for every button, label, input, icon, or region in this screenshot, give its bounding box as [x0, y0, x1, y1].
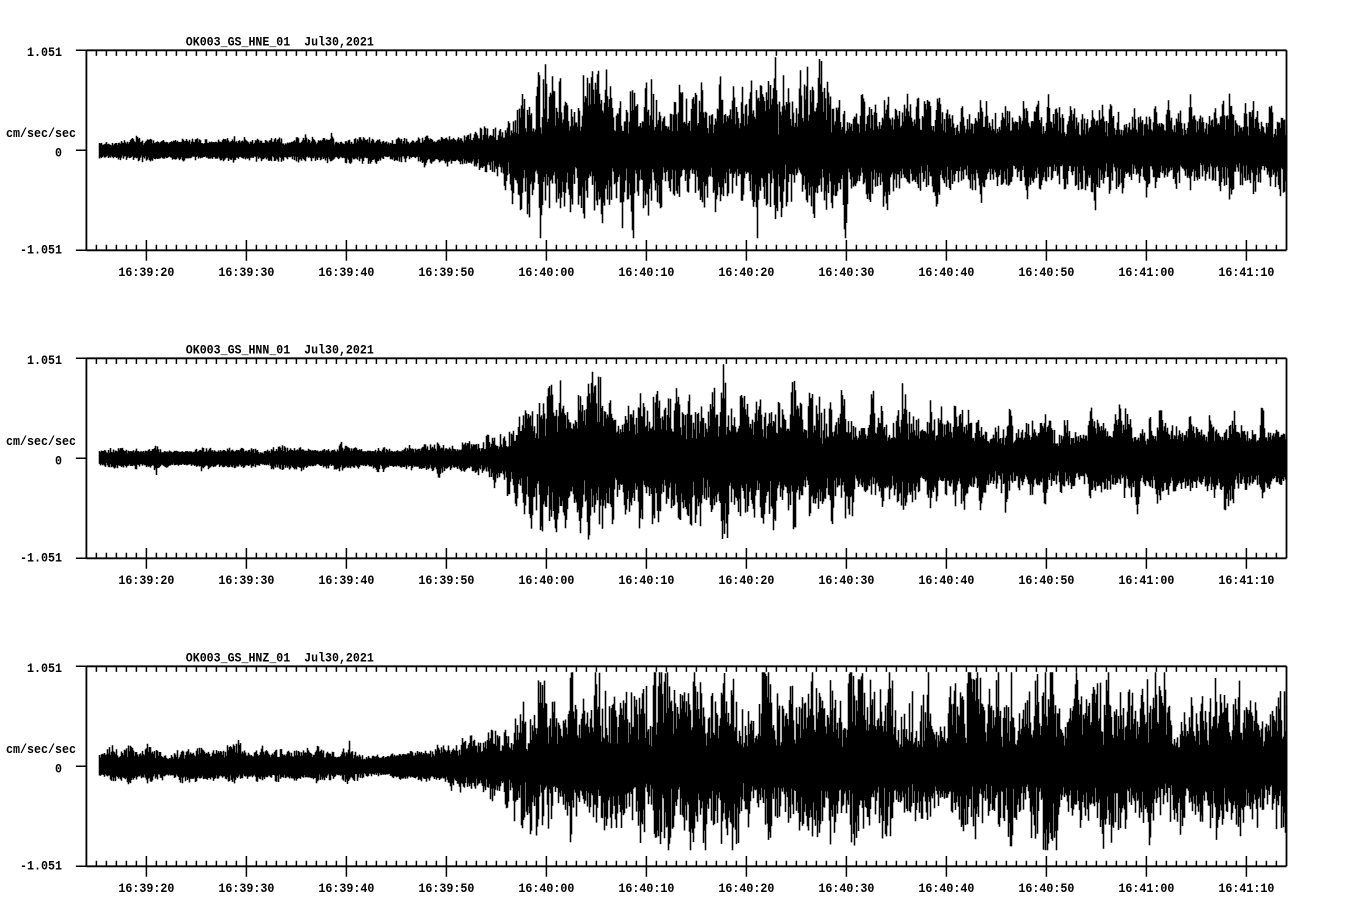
svg-text:OK003_GS_HNN_01 Jul30,2021: OK003_GS_HNN_01 Jul30,2021 [186, 343, 374, 358]
svg-text:cm/sec/sec: cm/sec/sec [6, 742, 76, 757]
svg-text:16:39:30: 16:39:30 [218, 881, 274, 896]
svg-text:1.051: 1.051 [27, 45, 62, 60]
svg-text:16:40:50: 16:40:50 [1018, 265, 1074, 280]
svg-text:16:40:10: 16:40:10 [618, 881, 674, 896]
svg-text:16:39:50: 16:39:50 [418, 881, 474, 896]
svg-text:16:40:30: 16:40:30 [818, 881, 874, 896]
svg-text:16:40:40: 16:40:40 [918, 573, 974, 588]
svg-text:16:39:20: 16:39:20 [118, 573, 174, 588]
svg-text:16:40:00: 16:40:00 [518, 881, 574, 896]
svg-text:16:39:20: 16:39:20 [118, 881, 174, 896]
svg-text:16:39:30: 16:39:30 [218, 573, 274, 588]
svg-text:1.051: 1.051 [27, 661, 62, 676]
svg-text:16:39:40: 16:39:40 [318, 573, 374, 588]
svg-text:16:41:10: 16:41:10 [1218, 881, 1274, 896]
svg-text:16:41:00: 16:41:00 [1118, 265, 1174, 280]
svg-text:16:41:10: 16:41:10 [1218, 265, 1274, 280]
svg-text:16:40:50: 16:40:50 [1018, 573, 1074, 588]
svg-text:16:39:30: 16:39:30 [218, 265, 274, 280]
svg-text:1.051: 1.051 [27, 353, 62, 368]
svg-text:0: 0 [55, 762, 62, 777]
svg-text:0: 0 [55, 454, 62, 469]
svg-text:16:39:20: 16:39:20 [118, 265, 174, 280]
svg-text:OK003_GS_HNZ_01 Jul30,2021: OK003_GS_HNZ_01 Jul30,2021 [186, 651, 374, 666]
svg-text:16:41:00: 16:41:00 [1118, 573, 1174, 588]
svg-text:16:40:00: 16:40:00 [518, 265, 574, 280]
svg-text:16:39:40: 16:39:40 [318, 265, 374, 280]
svg-text:-1.051: -1.051 [20, 551, 62, 566]
svg-text:16:40:30: 16:40:30 [818, 573, 874, 588]
svg-text:16:40:20: 16:40:20 [718, 881, 774, 896]
svg-text:-1.051: -1.051 [20, 243, 62, 258]
svg-text:-1.051: -1.051 [20, 859, 62, 874]
svg-text:16:40:50: 16:40:50 [1018, 881, 1074, 896]
svg-text:16:39:40: 16:39:40 [318, 881, 374, 896]
svg-text:cm/sec/sec: cm/sec/sec [6, 434, 76, 449]
svg-text:16:39:50: 16:39:50 [418, 573, 474, 588]
svg-text:16:39:50: 16:39:50 [418, 265, 474, 280]
svg-text:16:40:40: 16:40:40 [918, 265, 974, 280]
svg-text:16:41:10: 16:41:10 [1218, 573, 1274, 588]
svg-text:16:40:10: 16:40:10 [618, 265, 674, 280]
svg-text:OK003_GS_HNE_01 Jul30,2021: OK003_GS_HNE_01 Jul30,2021 [186, 35, 374, 50]
svg-text:16:40:20: 16:40:20 [718, 265, 774, 280]
svg-text:16:41:00: 16:41:00 [1118, 881, 1174, 896]
svg-text:16:40:10: 16:40:10 [618, 573, 674, 588]
svg-text:16:40:00: 16:40:00 [518, 573, 574, 588]
svg-text:16:40:30: 16:40:30 [818, 265, 874, 280]
svg-text:0: 0 [55, 146, 62, 161]
svg-text:cm/sec/sec: cm/sec/sec [6, 126, 76, 141]
svg-text:16:40:20: 16:40:20 [718, 573, 774, 588]
svg-text:16:40:40: 16:40:40 [918, 881, 974, 896]
